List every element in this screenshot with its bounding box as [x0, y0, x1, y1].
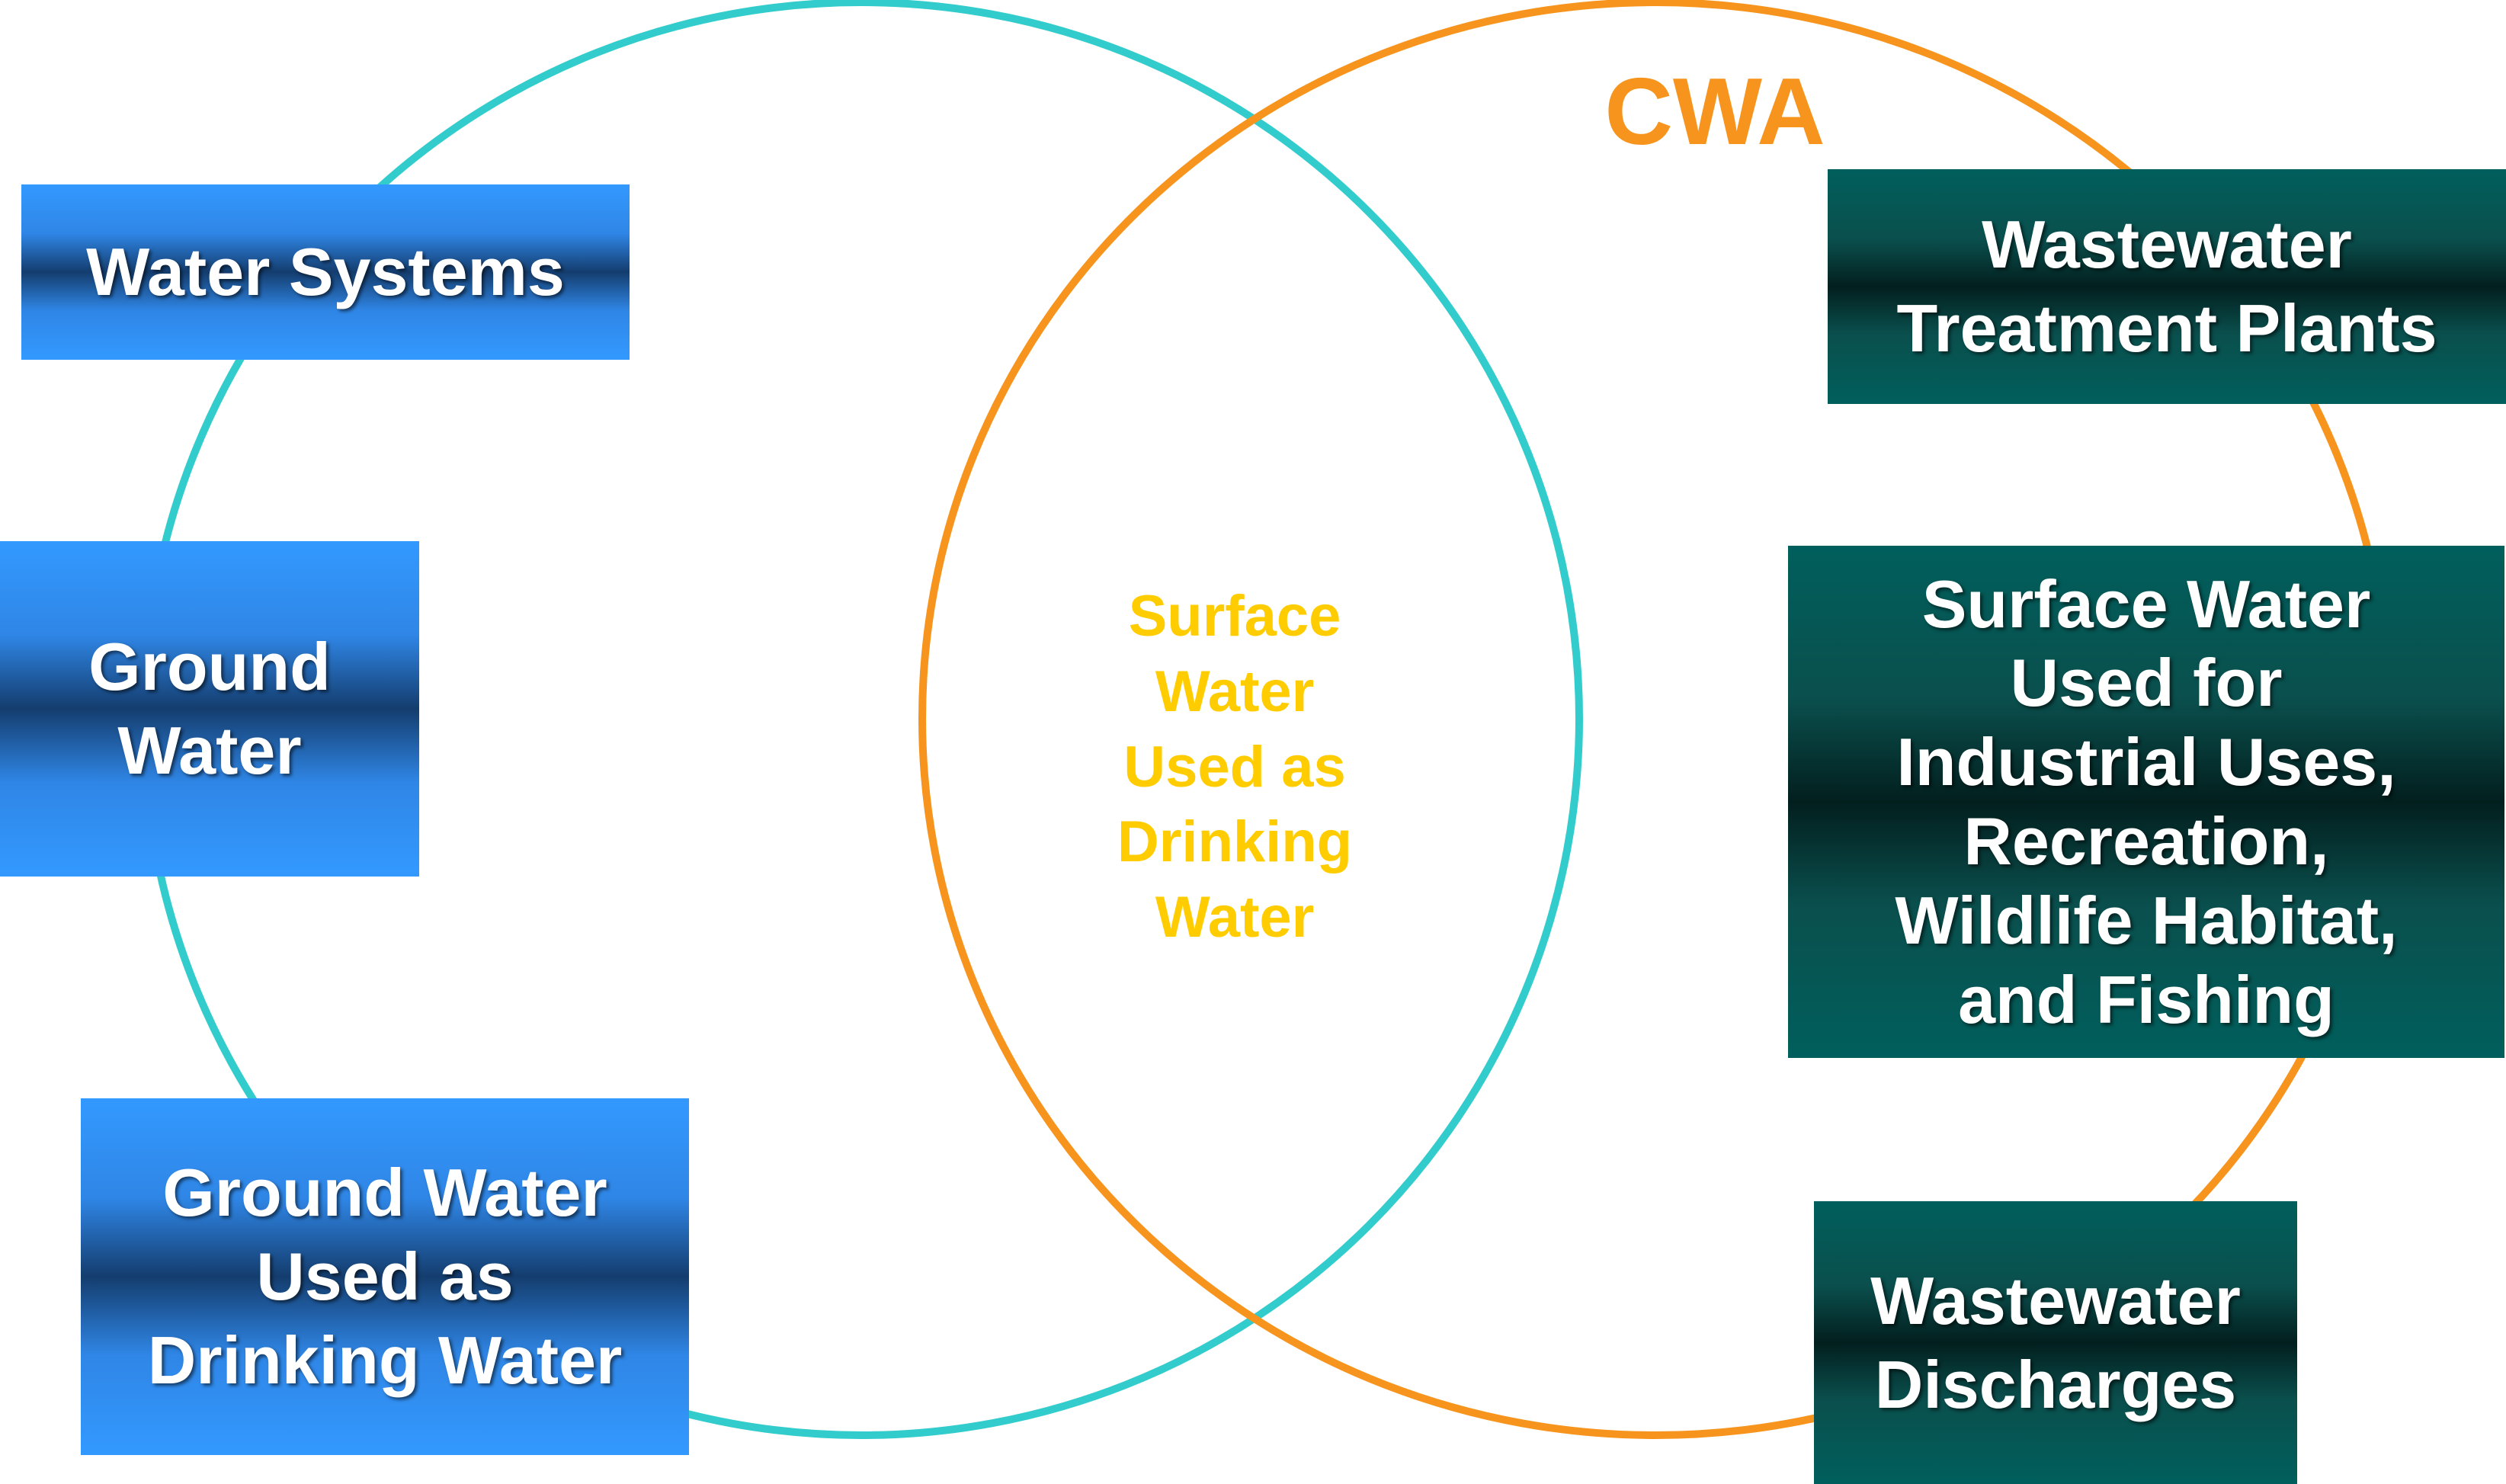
surface-water-uses-box: Surface Water Used for Industrial Uses, …	[1788, 546, 2504, 1058]
overlap-label: Surface Water Used as Drinking Water	[1117, 584, 1353, 950]
cwa-label: CWA	[1604, 59, 1825, 165]
ground-water-drinking-box: Ground Water Used as Drinking Water	[81, 1098, 689, 1455]
ground-water-box: Ground Water	[0, 541, 419, 877]
water-systems-box: Water Systems	[21, 184, 630, 360]
wastewater-discharges-box: Wastewater Discharges	[1814, 1201, 2297, 1484]
wastewater-treatment-plants-box: Wastewater Treatment Plants	[1828, 169, 2506, 404]
